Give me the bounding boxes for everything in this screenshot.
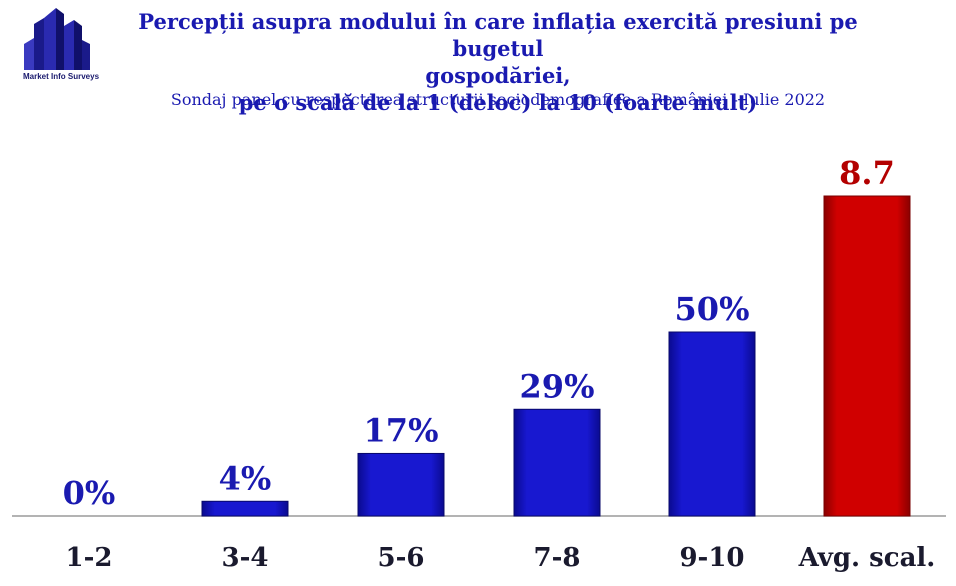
value-label-9-10: 50% (675, 290, 750, 328)
bar-5-6 (357, 452, 445, 517)
category-label-3-4: 3-4 (222, 543, 269, 573)
bar-7-8 (513, 408, 601, 517)
bar-avg-scal- (823, 195, 911, 517)
value-label-avg-scal-: 8.7 (839, 154, 895, 192)
value-label-3-4: 4% (219, 459, 272, 497)
value-label-1-2: 0% (63, 474, 116, 512)
title-line-2: gospodăriei, (425, 63, 571, 88)
category-label-1-2: 1-2 (66, 543, 113, 573)
bars-group (201, 195, 911, 517)
buildings-icon (24, 8, 90, 70)
category-labels-group: 1-2 3-4 5-6 7-8 9-10 Avg. scal. (66, 543, 936, 573)
value-label-7-8: 29% (520, 367, 595, 405)
value-label-5-6: 17% (364, 411, 439, 449)
title-line-3: pe o scală de la 1 (deloc) la 10 (foarte… (238, 90, 758, 115)
bar-3-4 (201, 500, 289, 517)
category-label-5-6: 5-6 (378, 543, 425, 573)
category-label-avg-scal-: Avg. scal. (798, 543, 936, 573)
chart-title: Percepții asupra modului în care inflați… (110, 8, 886, 116)
value-labels-group: 0% 4% 17% 29% 50% 8.7 (63, 154, 895, 512)
logo-text: Market Info Surveys (22, 72, 100, 81)
company-logo: Market Info Surveys (6, 4, 106, 84)
title-line-1: Percepții asupra modului în care inflați… (138, 9, 858, 61)
category-label-9-10: 9-10 (679, 543, 744, 573)
category-label-7-8: 7-8 (534, 543, 581, 573)
chart-subtitle: Sondaj panel cu respectarea structurii s… (170, 90, 826, 109)
bar-9-10 (668, 331, 756, 517)
